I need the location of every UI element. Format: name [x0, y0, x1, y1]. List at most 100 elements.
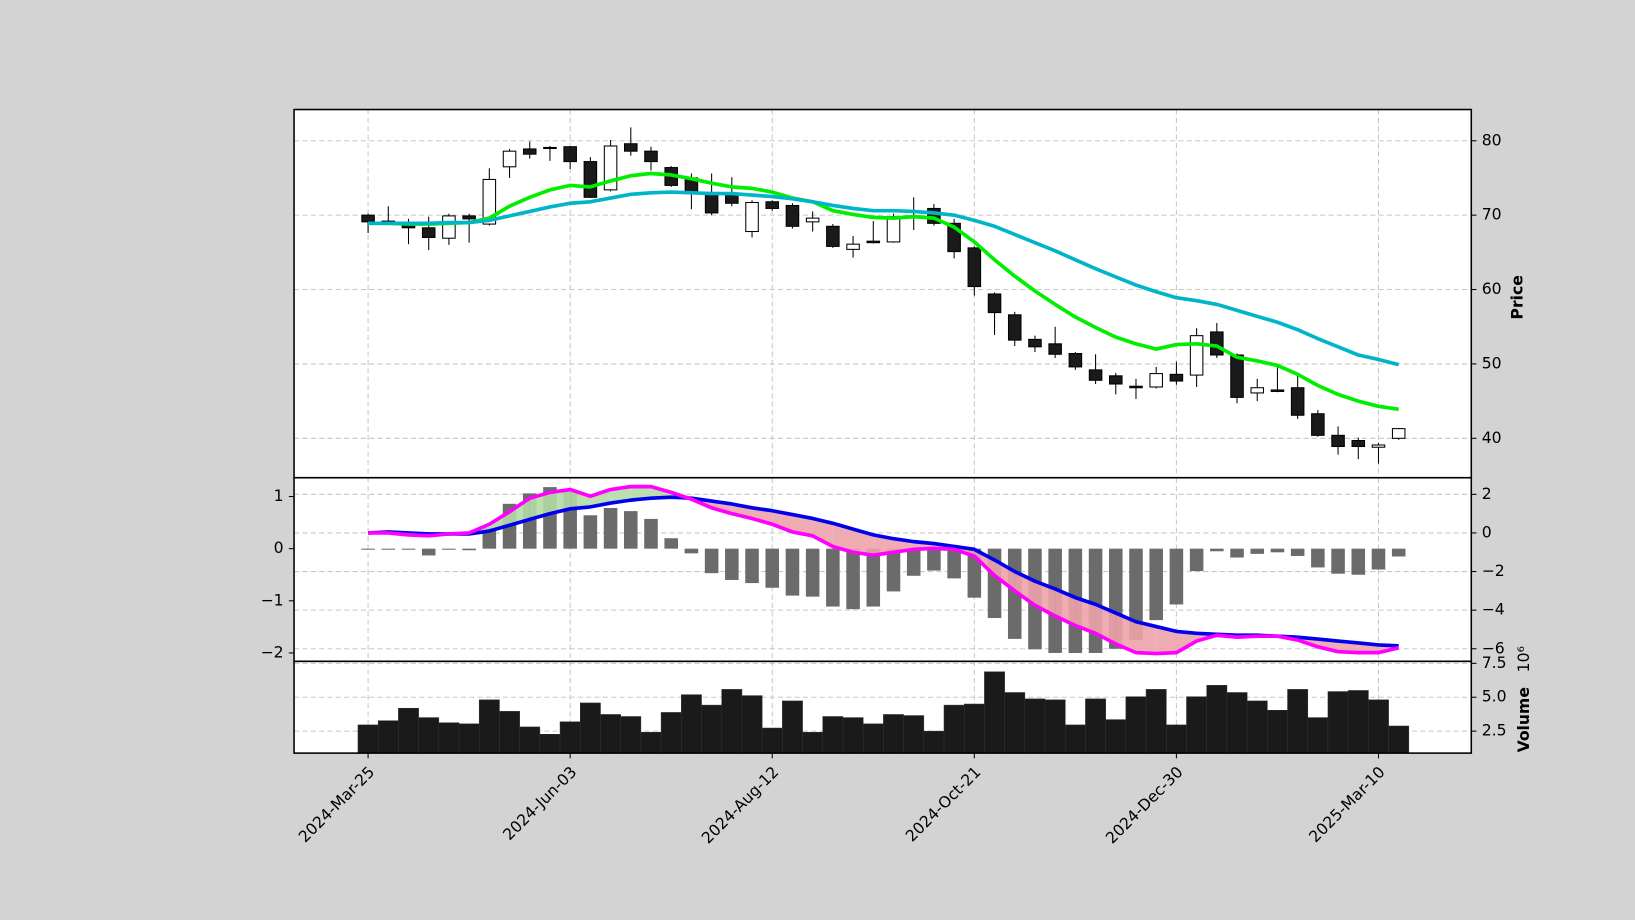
histogram-bar — [361, 548, 375, 550]
candle-body — [421, 227, 436, 238]
histogram-bar — [1331, 548, 1345, 574]
volume-bar — [923, 730, 945, 754]
y-tick-label: 7.5 — [1482, 653, 1507, 672]
candle-body — [1230, 354, 1244, 398]
histogram-bar — [1371, 548, 1386, 570]
volume-bar — [600, 714, 621, 754]
histogram-bar — [846, 548, 860, 610]
volume-bar — [701, 704, 722, 754]
price-panel — [294, 109, 1472, 478]
histogram-bar — [644, 518, 658, 549]
histogram-bar — [866, 548, 881, 607]
volume-bar — [377, 720, 399, 754]
volume-bar — [761, 727, 783, 754]
histogram-bar — [1169, 548, 1184, 605]
macd-line — [368, 484, 1400, 656]
macd-fill — [752, 507, 773, 525]
histogram-bar — [745, 548, 759, 584]
macd-fill — [1135, 621, 1157, 654]
volume-bar — [721, 689, 743, 754]
y-tick-label: −2 — [1482, 561, 1505, 580]
volume-bar — [782, 700, 803, 754]
histogram-bar — [927, 548, 941, 571]
y-tick-label: 0 — [274, 538, 284, 557]
volume-bar — [1085, 698, 1106, 754]
volume-bar — [1166, 724, 1187, 754]
y-tick-label: 60 — [1482, 279, 1502, 298]
volume-bar — [1064, 724, 1086, 754]
candle-body — [1028, 338, 1042, 348]
volume-bar — [499, 711, 520, 754]
candle-body — [1088, 369, 1103, 381]
candle-body — [644, 150, 658, 163]
macd-fill — [994, 559, 1015, 591]
volume-bar — [1287, 689, 1309, 754]
candle-body — [1311, 413, 1325, 436]
volume-bar — [398, 707, 419, 754]
candle-body — [1169, 373, 1184, 382]
volume-bar — [903, 715, 925, 754]
volume-bar — [883, 714, 904, 754]
histogram-bar — [725, 548, 739, 580]
macd-fill — [873, 534, 894, 556]
volume-bar — [660, 712, 682, 754]
y-tick-label: 70 — [1482, 205, 1502, 224]
macd-fill — [1075, 597, 1096, 634]
histogram-bar — [765, 548, 780, 588]
volume-bar — [458, 723, 480, 754]
volume-bar — [1206, 685, 1228, 754]
y-tick-label: 2.5 — [1482, 721, 1507, 740]
y-tick-label: −4 — [1482, 600, 1505, 619]
histogram-bar — [442, 548, 456, 550]
volume-bar — [438, 722, 460, 754]
histogram-bar — [1230, 548, 1244, 558]
volume-bar — [1044, 699, 1066, 754]
volume-bar — [1368, 699, 1389, 754]
volume-bar — [357, 724, 379, 754]
histogram-bar — [1149, 548, 1163, 621]
candle-body — [462, 215, 476, 220]
candle-body — [1250, 387, 1265, 394]
volume-bar — [1105, 719, 1127, 754]
volume-bar — [1186, 696, 1207, 754]
volume-bar — [1004, 692, 1026, 754]
macd-fill — [1156, 626, 1177, 654]
candle-body — [1351, 440, 1366, 448]
candle-body — [1048, 343, 1062, 355]
candle-body — [543, 146, 557, 150]
y-tick-label: 2 — [1482, 484, 1492, 503]
volume-bar — [842, 717, 864, 754]
volume-frame — [293, 660, 1473, 754]
histogram-bar — [684, 548, 699, 554]
candle-body — [987, 293, 1002, 314]
candle-body — [805, 217, 820, 223]
y-tick-label: 80 — [1482, 130, 1502, 149]
volume-bar — [559, 721, 581, 754]
y-tick-label: 40 — [1482, 428, 1502, 447]
candle-body — [1189, 335, 1204, 376]
candle-body — [361, 214, 375, 223]
volume-bar — [539, 733, 561, 754]
y-tick-label: 50 — [1482, 353, 1502, 372]
macd-fill — [529, 492, 550, 520]
candle-body — [624, 143, 638, 152]
volume-bar — [741, 695, 763, 754]
histogram-bar — [603, 507, 618, 549]
macd-fill — [853, 529, 874, 556]
macd-fill — [812, 518, 833, 547]
y-tick-label: 5.0 — [1482, 687, 1507, 706]
candle-body — [1109, 375, 1123, 385]
volume-bar — [1267, 710, 1288, 754]
histogram-bar — [1311, 548, 1325, 568]
macd-fill — [570, 489, 591, 509]
candle-body — [502, 150, 517, 168]
candle-body — [1210, 331, 1224, 356]
histogram-bar — [906, 548, 921, 576]
candle-body — [1149, 373, 1163, 388]
candle-body — [1129, 385, 1143, 389]
candle-body — [765, 201, 780, 209]
volume-bar — [640, 731, 662, 754]
macd-fill — [1176, 631, 1197, 653]
volume-bar — [1307, 717, 1329, 754]
